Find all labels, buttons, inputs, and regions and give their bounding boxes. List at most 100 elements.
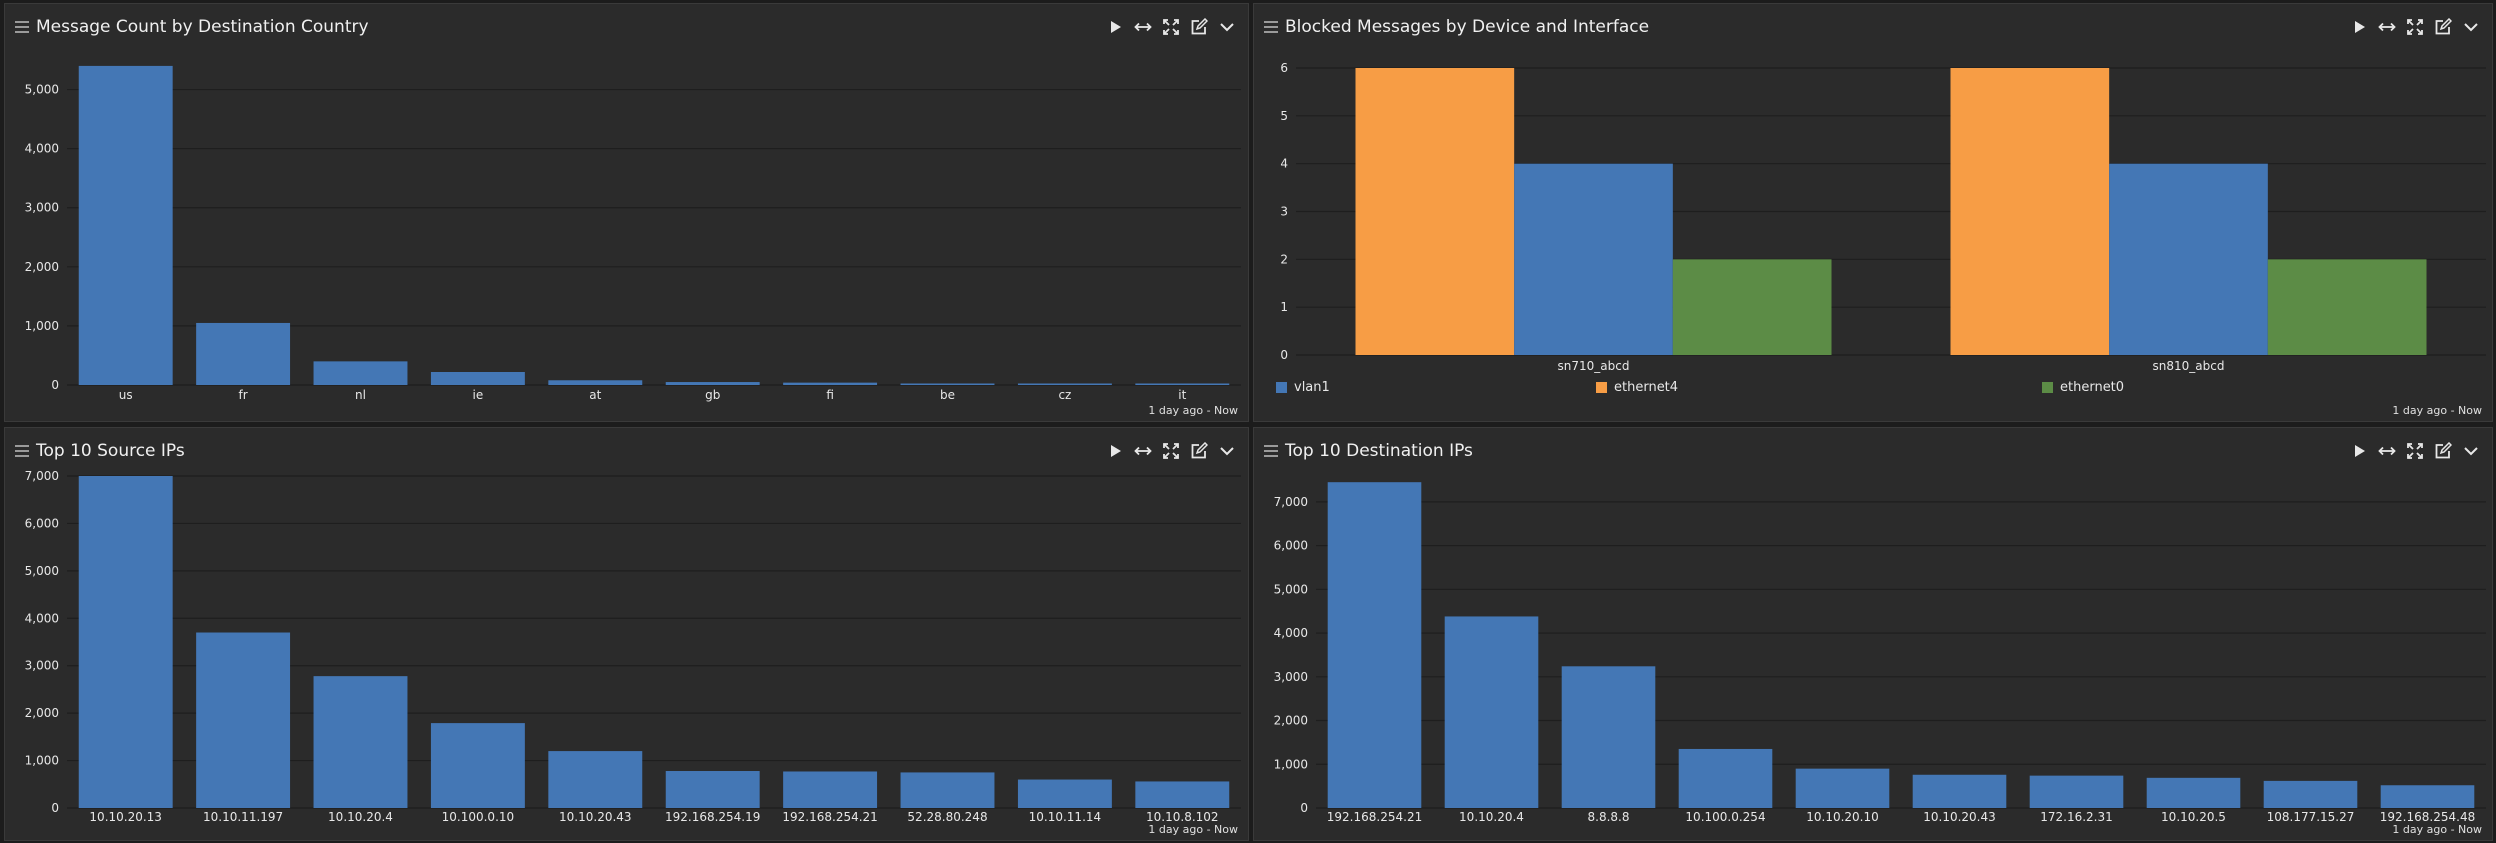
expand-button[interactable] [1160,440,1182,462]
legend-label: vlan1 [1294,380,1330,395]
bar[interactable] [2029,775,2124,808]
bar-ethernet4[interactable] [1355,68,1515,355]
y-tick-label: 7,000 [1274,495,1308,509]
x-tick-label: sn710_abcd [1558,359,1630,373]
chevron-down-icon [2464,23,2478,32]
bar-ethernet0[interactable] [2267,259,2427,355]
play-button[interactable] [1104,16,1126,38]
bar[interactable] [313,361,408,385]
bar[interactable] [900,383,995,386]
bar-vlan1[interactable] [2109,163,2268,355]
expand-icon [1163,443,1179,459]
expand-button[interactable] [2404,16,2426,38]
bar[interactable] [1135,781,1230,808]
edit-button[interactable] [1188,440,1210,462]
x-tick-label: sn810_abcd [2153,359,2225,373]
bar[interactable] [2146,777,2241,808]
x-tick-label: at [589,388,601,402]
x-tick-label: cz [1058,388,1071,402]
menu-icon[interactable] [1264,21,1278,33]
horizontal-resize-button[interactable] [1132,440,1154,462]
bar-ethernet4[interactable] [1950,68,2110,355]
bar[interactable] [1017,779,1112,808]
bar[interactable] [548,751,643,808]
chevron-down-button[interactable] [2460,440,2482,462]
y-tick-label: 3,000 [25,659,59,673]
edit-icon [2435,18,2452,35]
y-tick-label: 6,000 [25,516,59,530]
x-tick-label: 192.168.254.48 [2380,810,2475,824]
x-tick-label: us [119,388,133,402]
bar[interactable] [1561,666,1656,808]
panel-header: Message Count by Destination Country [5,4,1248,48]
y-tick-label: 4,000 [25,611,59,625]
menu-icon[interactable] [1264,445,1278,457]
y-tick-label: 6 [1280,61,1288,75]
bar[interactable] [78,476,173,808]
y-tick-label: 5 [1280,109,1288,123]
expand-button[interactable] [2404,440,2426,462]
bar[interactable] [783,382,878,385]
legend-item-vlan1[interactable]: vlan1 [1276,380,1330,395]
panel-title: Message Count by Destination Country [36,17,369,37]
bar[interactable] [196,322,291,385]
bar[interactable] [900,772,995,808]
bar[interactable] [1017,383,1112,386]
bar[interactable] [2263,780,2358,808]
play-button[interactable] [2348,440,2370,462]
bar[interactable] [1795,768,1890,808]
bar[interactable] [430,372,525,385]
horizontal-resize-button[interactable] [1132,16,1154,38]
horizontal-resize-button[interactable] [2376,440,2398,462]
edit-button[interactable] [2432,16,2454,38]
play-button[interactable] [1104,440,1126,462]
time-range-label: 1 day ago - Now [2392,404,2482,417]
chevron-down-button[interactable] [1216,16,1238,38]
legend-swatch [2042,382,2053,393]
x-tick-label: 192.168.254.21 [782,810,877,824]
expand-icon [1163,19,1179,35]
horizontal-resize-icon [1134,22,1152,32]
bar[interactable] [1678,748,1773,808]
bar[interactable] [665,382,760,385]
expand-button[interactable] [1160,16,1182,38]
x-tick-label: 10.10.20.5 [2161,810,2226,824]
y-tick-label: 1,000 [1274,757,1308,771]
bar-vlan1[interactable] [1514,163,1673,355]
edit-button[interactable] [1188,16,1210,38]
y-tick-label: 5,000 [25,564,59,578]
play-button[interactable] [2348,16,2370,38]
bar[interactable] [783,771,878,808]
menu-icon[interactable] [15,445,29,457]
legend-label: ethernet4 [1614,380,1679,395]
bar[interactable] [78,65,173,385]
y-tick-label: 5,000 [1274,582,1308,596]
time-range-label: 1 day ago - Now [1148,404,1238,417]
x-tick-label: ie [473,388,484,402]
panel-header: Top 10 Destination IPs [1254,428,2492,472]
x-tick-label: fi [826,388,834,402]
bar[interactable] [1444,616,1539,808]
bar[interactable] [665,771,760,808]
bar[interactable] [430,723,525,808]
menu-icon[interactable] [15,21,29,33]
bar[interactable] [1135,383,1230,386]
legend-swatch [1596,382,1607,393]
panel-title: Top 10 Source IPs [36,441,185,461]
legend-item-ethernet4[interactable]: ethernet4 [1596,380,1678,395]
bar[interactable] [313,676,408,808]
bar[interactable] [2380,785,2475,808]
chevron-down-button[interactable] [2460,16,2482,38]
horizontal-resize-button[interactable] [2376,16,2398,38]
panel-title: Blocked Messages by Device and Interface [1285,17,1650,37]
bar-ethernet0[interactable] [1672,259,1832,355]
x-tick-label: 10.10.20.43 [1923,810,1996,824]
bar[interactable] [548,380,643,385]
bar[interactable] [196,632,291,808]
edit-button[interactable] [2432,440,2454,462]
chevron-down-button[interactable] [1216,440,1238,462]
bar[interactable] [1912,774,2007,808]
y-tick-label: 2,000 [25,706,59,720]
legend-item-ethernet0[interactable]: ethernet0 [2042,380,2124,395]
bar[interactable] [1327,482,1422,808]
